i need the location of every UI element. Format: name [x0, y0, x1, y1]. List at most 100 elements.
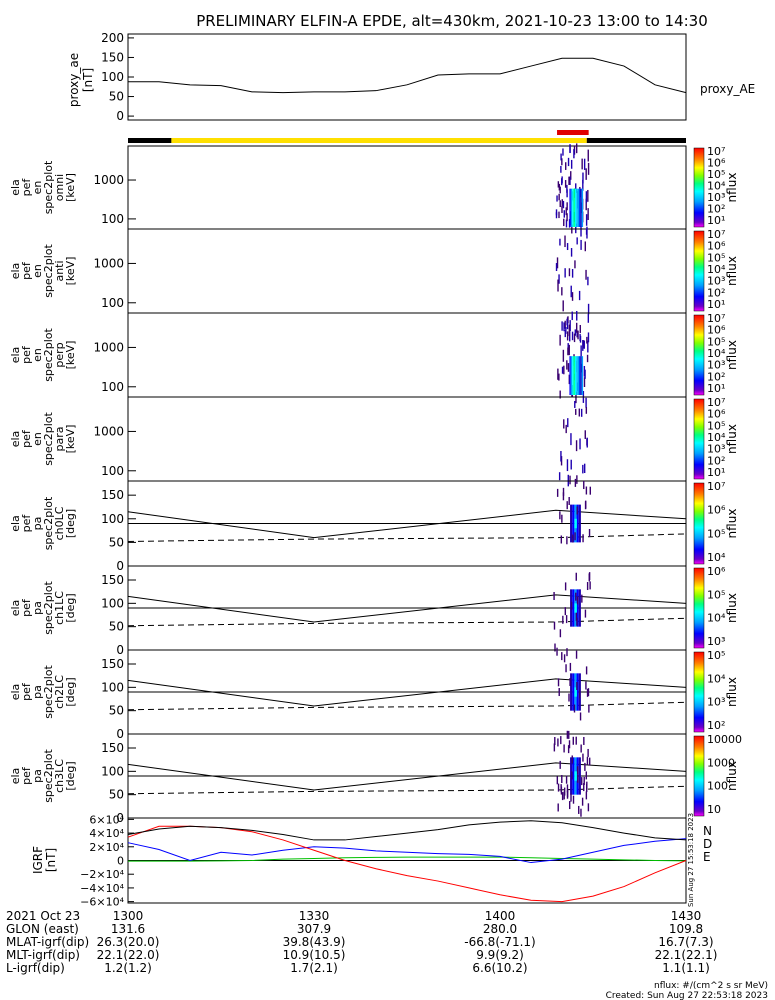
colorbar-label: nflux — [725, 256, 739, 286]
spectrogram-cell — [565, 775, 568, 784]
spectrogram-cell — [561, 205, 563, 213]
spectrogram-cell — [588, 528, 591, 537]
panel-ylabel-line: anti — [53, 260, 66, 281]
spectrogram-cell — [583, 783, 585, 792]
spectrogram-cell — [566, 459, 569, 472]
spectrogram-cell — [560, 736, 562, 745]
spectrogram-cell — [575, 408, 577, 415]
panel-ylabel-line: ch2LC — [53, 675, 66, 709]
spectrogram-cell — [573, 188, 575, 227]
spectrogram-cell — [566, 784, 569, 793]
spectrogram-cell — [577, 330, 579, 340]
spectrogram-cell — [562, 492, 565, 501]
panel-tick-label: 0 — [116, 811, 124, 825]
panel-tick-label: 1000 — [93, 424, 124, 438]
panel-ylabel-line: [deg] — [64, 677, 77, 706]
footer-value: 6.6(10.2) — [472, 961, 527, 975]
spectrogram-cell — [556, 257, 559, 269]
spectrogram-cell — [566, 202, 568, 211]
footer-value: 22.1(22.1) — [655, 948, 718, 962]
panel-tick-label: 1000 — [93, 256, 124, 270]
spectrogram-cell — [566, 331, 569, 341]
colorbar-label: nflux — [725, 173, 739, 203]
spectrogram-cell — [578, 757, 581, 795]
spectrogram-cell — [565, 219, 568, 228]
spectrogram-cell — [582, 534, 584, 543]
colorbar — [693, 398, 705, 480]
panel-tick-label: 50 — [109, 620, 124, 634]
spectrogram-cell — [569, 662, 572, 671]
panel-ylabel-line: [keV] — [64, 173, 77, 202]
spectrogram-cell — [558, 472, 561, 481]
colorbar-tick-label: 10⁴ — [707, 431, 726, 444]
footer-value: 131.6 — [111, 922, 145, 936]
spectrogram-cell — [568, 693, 570, 702]
spectrogram-cell — [582, 753, 584, 762]
colorbar-label: nflux — [725, 509, 739, 539]
spectrogram-cell — [576, 237, 578, 245]
spectrogram-cell — [564, 607, 567, 616]
spectrogram-cell — [570, 285, 572, 298]
spectrogram-cell — [566, 189, 568, 198]
spectrogram-cell — [561, 199, 563, 207]
spectrogram-cell — [583, 377, 586, 387]
colorbar-label: nflux — [725, 677, 739, 707]
panel-ylabel-line: pef — [20, 682, 33, 701]
colorbar-tick-label: 10⁶ — [707, 240, 726, 253]
colorbar-tick-label: 10³ — [707, 191, 725, 204]
spectrogram-cell — [559, 760, 561, 769]
spectrogram-cell — [566, 243, 569, 251]
spectrogram-cell — [580, 345, 582, 357]
spectrogram-cell — [588, 704, 590, 713]
spectrogram-cell — [557, 678, 560, 687]
colorbar-tick-label: 10¹ — [707, 466, 725, 479]
spectrogram-cell — [578, 356, 581, 395]
panel-ylabel-line: [keV] — [64, 425, 77, 454]
panel-frame — [127, 396, 687, 482]
spectrogram-cell — [577, 774, 579, 783]
igrf-line-D — [127, 825, 687, 903]
igrf-tick-label: 0 — [117, 855, 124, 868]
spectrogram-cell — [568, 176, 570, 185]
spectrogram-cell — [585, 406, 588, 414]
spectrogram-cell — [559, 200, 561, 208]
spectrogram-cell — [585, 168, 587, 180]
spectrogram-cell — [573, 149, 575, 159]
spectrogram-cell — [557, 279, 559, 292]
igrf-tick-label: −2×10⁴ — [80, 868, 124, 881]
spectrogram-cell — [565, 207, 567, 216]
colorbar-tick-label: 10⁷ — [707, 228, 725, 241]
spectrogram-cell — [584, 241, 586, 252]
spectrogram-cell — [583, 481, 585, 490]
ae-tick-label: 50 — [109, 90, 124, 104]
spectrogram-cell — [565, 327, 567, 334]
spectrogram-cell — [586, 756, 589, 765]
proxy-ae-line — [128, 57, 687, 94]
spectrogram-cell — [587, 313, 590, 323]
spectrogram-cell — [572, 356, 574, 395]
spectrogram-cell — [557, 803, 559, 812]
footer-value: 1400 — [485, 909, 516, 923]
panel-tick-label: 150 — [101, 741, 124, 755]
footer-value: -66.8(-71.1) — [464, 935, 535, 949]
spectrogram-cell — [576, 673, 579, 711]
footer-value: 280.0 — [483, 922, 517, 936]
igrf-line-E — [127, 838, 687, 864]
anti-loss-cone-line — [127, 785, 687, 795]
spectrogram-cell — [586, 781, 588, 790]
colorbar-tick-label: 10³ — [707, 359, 725, 372]
spectrogram-cell — [575, 612, 578, 621]
igrf-legend-N: N — [703, 824, 712, 838]
spectrogram-cell — [566, 318, 568, 326]
spectrogram-cell — [561, 366, 564, 374]
spectrogram-cell — [575, 736, 577, 745]
spectrogram-cell — [585, 214, 588, 226]
spectrogram-cell — [560, 165, 562, 173]
colorbar-tick-label: 10³ — [707, 696, 725, 709]
spectrogram-cell — [581, 797, 584, 806]
spectrogram-cell — [578, 589, 581, 627]
spectrogram-cell — [587, 332, 590, 343]
